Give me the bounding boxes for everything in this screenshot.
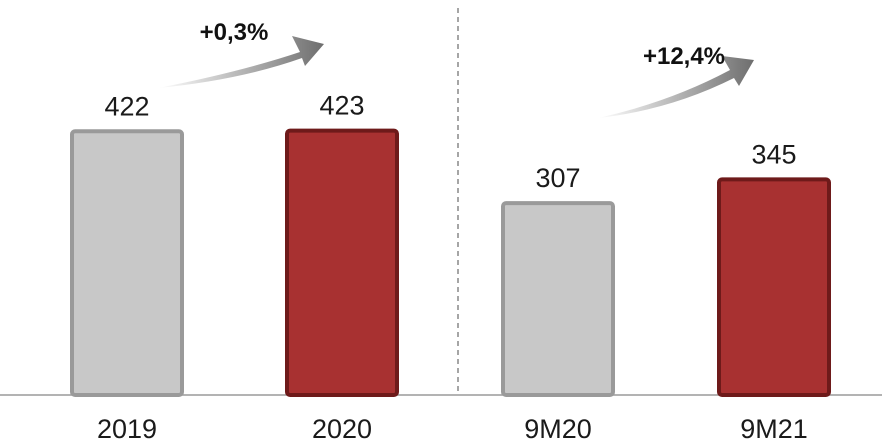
value-label-9m21: 345 (751, 139, 796, 169)
growth-label-1: +0,3% (200, 19, 269, 46)
value-label-9m20: 307 (535, 163, 580, 193)
category-label-9m21: 9M21 (740, 414, 808, 444)
value-label-2019: 422 (104, 91, 149, 121)
bar-2020 (285, 128, 399, 397)
growth-arrow-1 (158, 36, 324, 88)
value-label-2020: 423 (319, 91, 364, 121)
growth-arrow-2 (598, 56, 754, 118)
category-label-2020: 2020 (312, 414, 372, 444)
bar-2019 (70, 129, 184, 397)
growth-label-2: +12,4% (643, 43, 725, 70)
category-label-2019: 2019 (97, 414, 157, 444)
category-label-9m20: 9M20 (524, 414, 592, 444)
bar-9m20 (501, 201, 615, 397)
bar-9m21 (717, 177, 831, 397)
